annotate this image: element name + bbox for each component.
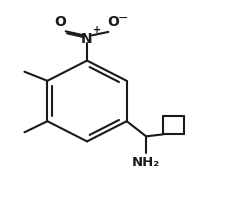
Text: O: O [55, 15, 67, 29]
Text: NH₂: NH₂ [132, 156, 160, 168]
Text: O: O [107, 15, 119, 29]
Text: −: − [117, 12, 128, 25]
Text: +: + [93, 25, 101, 35]
Text: N: N [81, 32, 93, 46]
